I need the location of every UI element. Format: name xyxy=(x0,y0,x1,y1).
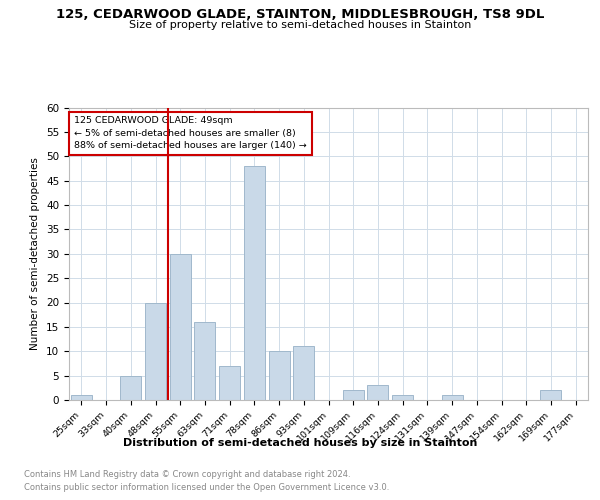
Bar xyxy=(170,254,191,400)
Bar xyxy=(244,166,265,400)
Text: Contains HM Land Registry data © Crown copyright and database right 2024.: Contains HM Land Registry data © Crown c… xyxy=(24,470,350,479)
Y-axis label: Number of semi-detached properties: Number of semi-detached properties xyxy=(31,158,40,350)
Bar xyxy=(120,376,141,400)
Bar xyxy=(293,346,314,400)
Bar xyxy=(145,302,166,400)
Bar xyxy=(71,395,92,400)
Bar xyxy=(442,395,463,400)
Bar xyxy=(269,351,290,400)
Bar xyxy=(194,322,215,400)
Text: 125, CEDARWOOD GLADE, STAINTON, MIDDLESBROUGH, TS8 9DL: 125, CEDARWOOD GLADE, STAINTON, MIDDLESB… xyxy=(56,8,544,20)
Text: 125 CEDARWOOD GLADE: 49sqm
← 5% of semi-detached houses are smaller (8)
88% of s: 125 CEDARWOOD GLADE: 49sqm ← 5% of semi-… xyxy=(74,116,307,150)
Bar xyxy=(392,395,413,400)
Text: Contains public sector information licensed under the Open Government Licence v3: Contains public sector information licen… xyxy=(24,482,389,492)
Text: Size of property relative to semi-detached houses in Stainton: Size of property relative to semi-detach… xyxy=(129,20,471,30)
Bar xyxy=(541,390,562,400)
Bar xyxy=(367,386,388,400)
Bar xyxy=(343,390,364,400)
Bar xyxy=(219,366,240,400)
Text: Distribution of semi-detached houses by size in Stainton: Distribution of semi-detached houses by … xyxy=(123,438,477,448)
